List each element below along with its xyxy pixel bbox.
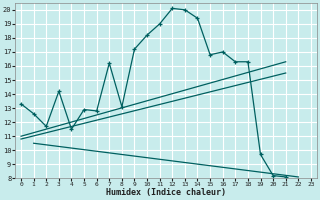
X-axis label: Humidex (Indice chaleur): Humidex (Indice chaleur) <box>106 188 226 197</box>
